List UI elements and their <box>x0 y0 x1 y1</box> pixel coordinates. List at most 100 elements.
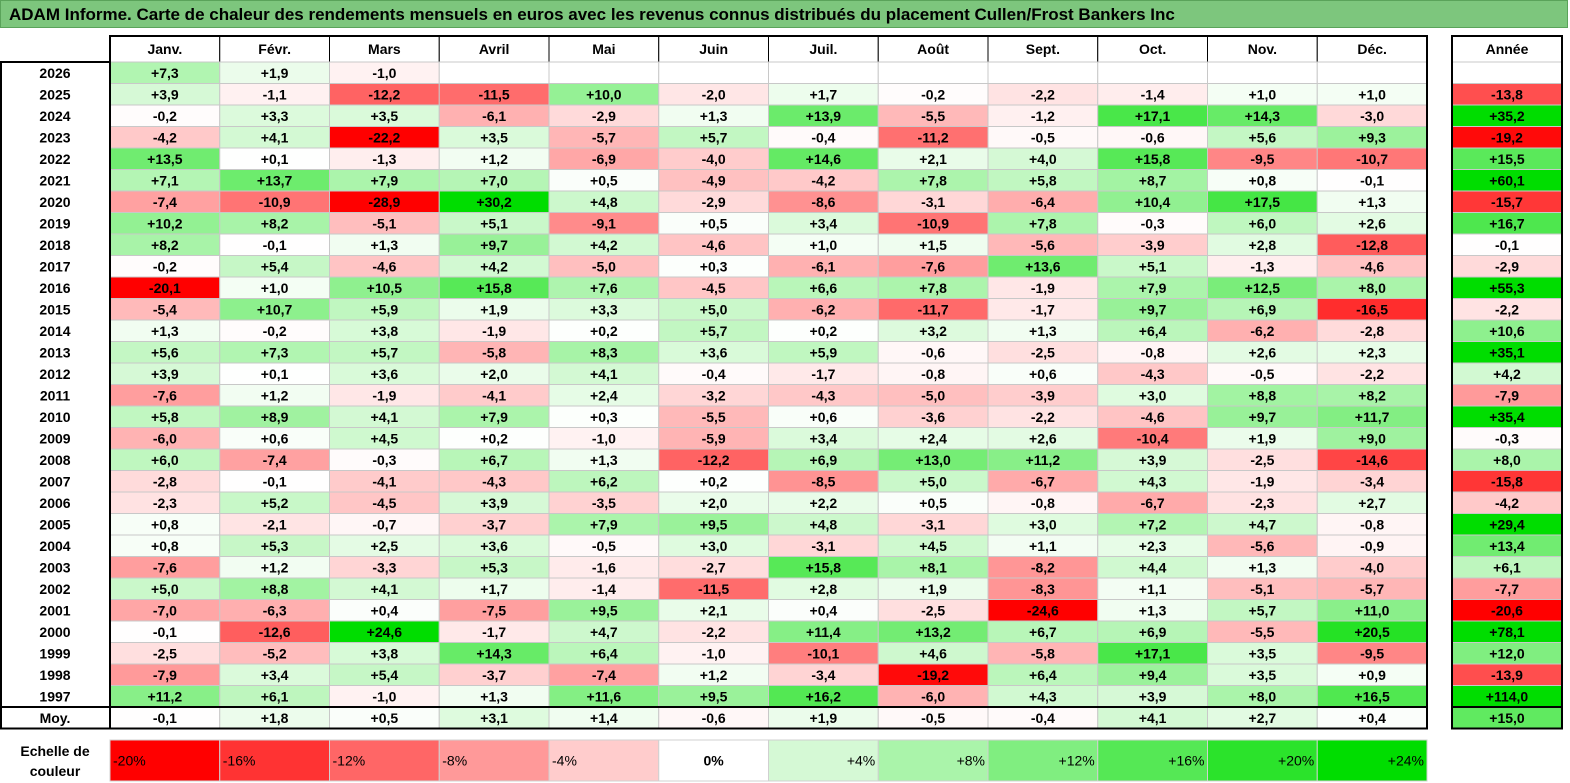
cell-value: -5,6 <box>1031 237 1055 253</box>
cell-value: -2,3 <box>153 495 177 511</box>
cell-value: +6,4 <box>1139 323 1167 339</box>
color-scale-label: +12% <box>1059 753 1095 769</box>
cell-value: -2,5 <box>921 602 945 618</box>
cell-value: +7,2 <box>1139 516 1167 532</box>
cell-value: -3,1 <box>921 194 945 210</box>
cell-value: +2,8 <box>810 581 838 597</box>
cell-value: -4,5 <box>702 280 726 296</box>
heatmap-cell <box>438 61 550 84</box>
cell-value: +13,0 <box>915 452 951 468</box>
cell-value: +3,3 <box>590 301 618 317</box>
cell-value: +15,8 <box>1135 151 1171 167</box>
cell-value: -5,0 <box>592 258 616 274</box>
cell-value: -5,5 <box>702 409 726 425</box>
cell-value: +3,8 <box>371 323 399 339</box>
annual-frame-top <box>1451 35 1563 730</box>
cell-value: -0,4 <box>1031 710 1055 726</box>
annual-value: +16,7 <box>1489 215 1525 231</box>
annual-value: -15,8 <box>1491 473 1523 489</box>
cell-value: +6,1 <box>261 688 289 704</box>
cell-value: +2,4 <box>590 387 618 403</box>
heatmap-cell <box>768 61 879 84</box>
cell-value: -1,0 <box>372 688 396 704</box>
cell-value: +16,5 <box>1354 688 1390 704</box>
cell-value: +1,1 <box>1139 581 1167 597</box>
row-label-2015: 2015 <box>39 301 70 317</box>
column-header-4: Avril <box>479 41 510 57</box>
cell-value: -4,9 <box>702 172 726 188</box>
cell-value: -0,8 <box>1360 516 1384 532</box>
cell-value: +0,2 <box>700 473 728 489</box>
annual-value: +4,2 <box>1493 366 1521 382</box>
cell-value: +5,9 <box>371 301 399 317</box>
average-row-label: Moy. <box>40 710 71 726</box>
cell-value: -1,9 <box>1250 473 1274 489</box>
cell-value: -1,0 <box>702 645 726 661</box>
cell-value: +0,2 <box>590 323 618 339</box>
cell-value: -1,4 <box>592 581 616 597</box>
cell-value: -20,1 <box>149 280 181 296</box>
row-label-2018: 2018 <box>39 237 70 253</box>
cell-value: -1,0 <box>592 430 616 446</box>
cell-value: +1,3 <box>151 323 179 339</box>
cell-value: +1,3 <box>371 237 399 253</box>
cell-value: +1,9 <box>919 581 947 597</box>
column-header-cell <box>768 35 879 63</box>
annual-value: -7,7 <box>1495 581 1519 597</box>
row-label-2017: 2017 <box>39 258 70 274</box>
cell-value: +0,4 <box>371 602 399 618</box>
cell-value: +3,6 <box>480 538 508 554</box>
color-scale-label: -4% <box>552 753 577 769</box>
cell-value: +3,4 <box>810 215 838 231</box>
row-label-2025: 2025 <box>39 86 70 102</box>
color-scale-swatch <box>1316 739 1428 782</box>
cell-value: +7,6 <box>590 280 618 296</box>
cell-value: +5,0 <box>151 581 179 597</box>
cell-value: -12,8 <box>1356 237 1388 253</box>
row-label-2007: 2007 <box>39 473 70 489</box>
annual-value: +114,0 <box>1486 688 1529 704</box>
cell-value: +4,8 <box>810 516 838 532</box>
color-scale-label-2: couleur <box>30 763 81 779</box>
cell-value: +2,2 <box>810 495 838 511</box>
cell-value: +5,4 <box>261 258 289 274</box>
cell-value: +16,2 <box>806 688 842 704</box>
column-header-1: Janv. <box>147 41 182 57</box>
cell-value: +30,2 <box>476 194 512 210</box>
cell-value: +1,9 <box>261 65 289 81</box>
cell-value: +1,9 <box>1249 430 1277 446</box>
column-header-7: Juil. <box>809 41 837 57</box>
annual-value: -20,6 <box>1491 602 1523 618</box>
cell-value: +5,7 <box>700 129 728 145</box>
cell-value: +3,4 <box>261 667 289 683</box>
row-label-2013: 2013 <box>39 344 70 360</box>
cell-value: -16,5 <box>1356 301 1388 317</box>
cell-value: +3,5 <box>480 129 508 145</box>
cell-value: +1,3 <box>480 688 508 704</box>
cell-value: +6,0 <box>1249 215 1277 231</box>
color-scale-label: -16% <box>223 753 256 769</box>
cell-value: +1,4 <box>590 710 618 726</box>
cell-value: -2,8 <box>1360 323 1384 339</box>
cell-value: -7,9 <box>153 667 177 683</box>
cell-value: +14,6 <box>806 151 842 167</box>
cell-value: +3,0 <box>1139 387 1167 403</box>
cell-value: +6,2 <box>590 473 618 489</box>
annual-value: -19,2 <box>1491 129 1523 145</box>
cell-value: -8,2 <box>1031 559 1055 575</box>
cell-value: -3,7 <box>482 516 506 532</box>
cell-value: +7,1 <box>151 172 179 188</box>
annual-value: +15,0 <box>1489 710 1525 726</box>
cell-value: +8,8 <box>1249 387 1277 403</box>
column-header-10: Oct. <box>1139 41 1166 57</box>
cell-value: -1,7 <box>811 366 835 382</box>
cell-value: +10,0 <box>586 86 622 102</box>
cell-value: +9,7 <box>480 237 508 253</box>
cell-value: -4,1 <box>482 387 506 403</box>
cell-value: +2,7 <box>1249 710 1277 726</box>
cell-value: +0,2 <box>480 430 508 446</box>
annual-value: +6,1 <box>1493 559 1521 575</box>
row-label-2006: 2006 <box>39 495 70 511</box>
cell-value: -4,3 <box>1141 366 1165 382</box>
